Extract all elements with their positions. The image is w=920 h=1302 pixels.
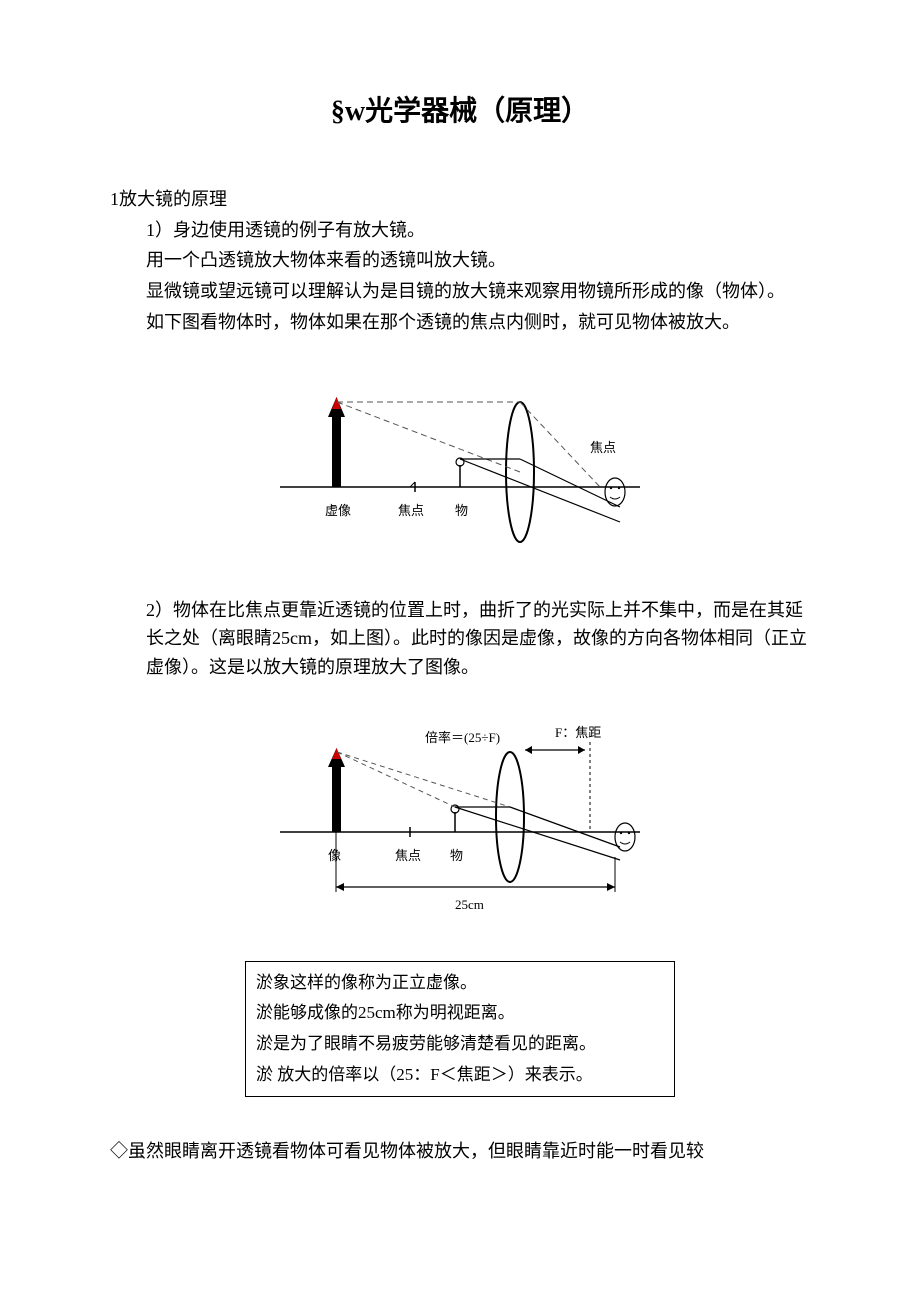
d2-lbl-image: 像 (328, 848, 341, 863)
section1-head: 1放大镜的原理 (110, 185, 810, 214)
section1-p4: 如下图看物体时，物体如果在那个透镜的焦点内侧时，就可见物体被放大。 (146, 308, 810, 337)
d2-lbl-focal: 焦点 (395, 848, 421, 863)
note-l2: 淤能够成像的25cm称为明视距离。 (256, 998, 664, 1029)
diagram2-container: 像 焦点 物 倍率＝(25÷F) F：焦距 25cm (110, 712, 810, 931)
notes-box: 淤象这样的像称为正立虚像。 淤能够成像的25cm称为明视距离。 淤是为了眼睛不易… (245, 961, 675, 1097)
note-l4: 淤 放大的倍率以（25：F＜焦距＞）来表示。 (256, 1060, 664, 1091)
page-title: §w光学器械（原理） (110, 90, 810, 135)
d1-lbl-focal: 焦点 (398, 503, 424, 518)
diagram1-container: 虚像 焦点 物 焦点 (110, 367, 810, 566)
d2-lbl-mag: 倍率＝(25÷F) (425, 730, 500, 745)
note-l1: 淤象这样的像称为正立虚像。 (256, 968, 664, 999)
d1-lbl-focal-right: 焦点 (590, 440, 616, 455)
d2-lbl-object: 物 (450, 848, 463, 863)
section1-p3: 显微镜或望远镜可以理解认为是目镜的放大镜来观察用物镜所形成的像（物体）。 (146, 277, 810, 306)
section1-p1: 1）身边使用透镜的例子有放大镜。 (146, 216, 810, 245)
diagram1-svg: 虚像 焦点 物 焦点 (270, 367, 650, 557)
d1-lbl-object: 物 (455, 503, 468, 518)
section2-p1: 2）物体在比焦点更靠近透镜的位置上时，曲折了的光实际上并不集中，而是在其延长之处… (146, 596, 810, 682)
d2-lbl-f: F：焦距 (555, 725, 601, 740)
footer-p1: ◇虽然眼睛离开透镜看物体可看见物体被放大，但眼睛靠近时能一时看见较 (110, 1137, 810, 1166)
diagram2-svg: 像 焦点 物 倍率＝(25÷F) F：焦距 25cm (260, 712, 660, 922)
d1-lbl-virtual: 虚像 (325, 503, 351, 518)
d2-lbl-25cm: 25cm (455, 897, 484, 912)
note-l3: 淤是为了眼睛不易疲劳能够清楚看见的距离。 (256, 1029, 664, 1060)
section1-p2: 用一个凸透镜放大物体来看的透镜叫放大镜。 (146, 246, 810, 275)
